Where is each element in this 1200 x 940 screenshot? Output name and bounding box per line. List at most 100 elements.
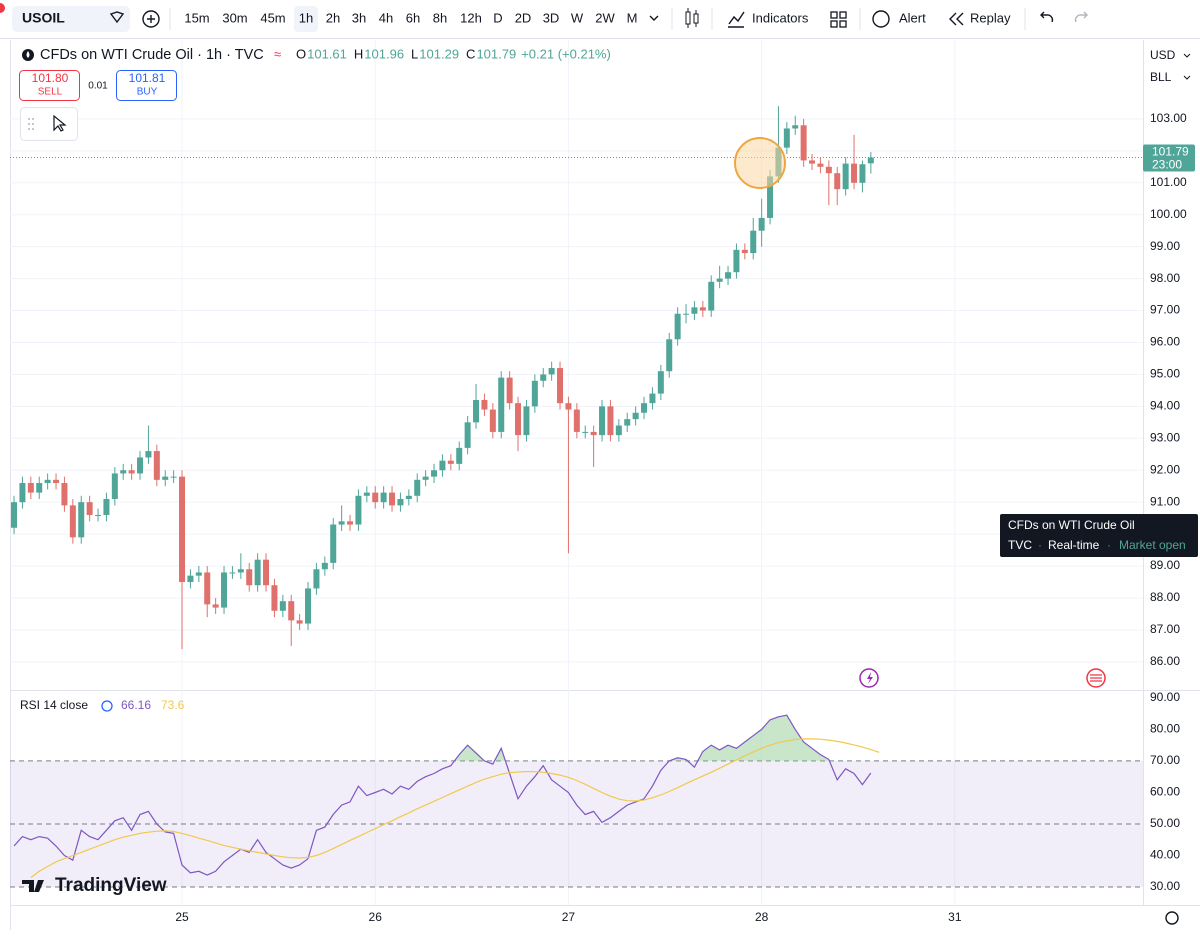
highlight-circle (734, 137, 786, 189)
candle-body (69, 505, 76, 538)
sell-price[interactable]: 101.80 (32, 71, 69, 85)
candle-body (792, 125, 799, 129)
interval[interactable]: 3D (543, 10, 560, 25)
sell-button[interactable] (19, 70, 80, 101)
interval[interactable]: 2h (326, 10, 340, 25)
x-tick-label: 28 (755, 910, 769, 924)
candle-body (674, 313, 681, 340)
ohlc-value: 101.79 (476, 46, 516, 61)
drawing-toolbar (20, 107, 78, 141)
interval[interactable]: 2W (595, 10, 615, 25)
interval[interactable]: 8h (433, 10, 447, 25)
rsi-tick-label: 30.00 (1150, 879, 1180, 893)
tooltip-title: CFDs on WTI Crude Oil (1008, 518, 1135, 532)
interval[interactable]: 1h (299, 10, 313, 25)
rsi-tick-label: 50.00 (1150, 816, 1180, 830)
interval[interactable]: W (571, 10, 584, 25)
candle-body (237, 569, 244, 573)
x-tick-label: 27 (562, 910, 576, 924)
candle-body (666, 339, 673, 372)
overbought-fill (454, 715, 830, 761)
candle-body (733, 249, 740, 273)
cursor-tool[interactable] (53, 114, 67, 132)
candle-body (254, 559, 261, 586)
tooltip-sep: · (1038, 538, 1042, 552)
rsi-ma-value: 73.6 (161, 698, 185, 712)
buy-price[interactable]: 101.81 (129, 71, 166, 85)
candle-body (389, 492, 396, 506)
symbol-box[interactable] (12, 6, 130, 32)
current-price-tag (1143, 144, 1195, 172)
candle-body (498, 377, 505, 432)
spread: 0.01 (88, 81, 108, 92)
x-tick-label: 25 (175, 910, 189, 924)
buy-label[interactable]: BUY (137, 87, 158, 98)
interval[interactable]: M (627, 10, 638, 25)
interval[interactable]: 3h (352, 10, 366, 25)
settings-button[interactable] (1165, 911, 1179, 925)
price-axis: 86.00 87.00 88.00 89.00 90.00 91.00 92.00 93.00… (1143, 111, 1195, 893)
chart-type-button[interactable] (685, 8, 699, 28)
candle-body (187, 575, 194, 583)
redo-button[interactable] (1074, 11, 1088, 23)
flag-stripes (1090, 674, 1102, 682)
alert-icon (872, 10, 890, 28)
replay-button[interactable]: Replay (970, 10, 1011, 25)
interval[interactable]: 30m (222, 10, 247, 25)
interval[interactable]: 45m (260, 10, 285, 25)
candle-body (279, 601, 286, 611)
candle-body (842, 163, 849, 190)
tooltip-source: TVC (1008, 538, 1032, 552)
candle-body (414, 479, 421, 496)
candle-body (44, 479, 51, 484)
candle-body (834, 173, 841, 190)
unit[interactable]: BLL (1150, 70, 1172, 84)
candle-body (372, 492, 379, 503)
candle-body (515, 403, 522, 436)
ohlc-legend: O 101.61 H 101.96 L 101.29 C 101.79 +0.21 (+0.21… (296, 46, 611, 61)
rsi-pane (10, 714, 1143, 888)
currency[interactable]: USD (1150, 48, 1176, 62)
interval[interactable]: 15m (184, 10, 209, 25)
candle-body (78, 502, 85, 538)
candle-body (170, 476, 177, 478)
candles (11, 106, 874, 650)
interval-dropdown[interactable] (649, 15, 659, 21)
candle-body (330, 524, 337, 563)
indicators-button[interactable]: Indicators (752, 10, 809, 25)
interval[interactable]: 6h (406, 10, 420, 25)
interval[interactable]: 4h (379, 10, 393, 25)
sell-label[interactable]: SELL (38, 87, 63, 98)
rsi-ma-line (30, 738, 880, 879)
candle-body (36, 483, 43, 493)
compare-button[interactable] (142, 10, 160, 28)
interval[interactable]: 12h (460, 10, 482, 25)
y-tick-label: 89.00 (1150, 558, 1180, 572)
active-interval-bg (294, 6, 318, 32)
interval[interactable]: D (493, 10, 502, 25)
candle-body (708, 281, 715, 311)
rsi-settings-icon[interactable] (101, 700, 113, 712)
drag-handle[interactable] (28, 118, 34, 130)
candle-body (103, 498, 110, 515)
candle-body (405, 495, 412, 499)
currency-dropdown[interactable] (1183, 53, 1191, 58)
unit-dropdown[interactable] (1183, 75, 1191, 80)
interval[interactable]: 2D (515, 10, 532, 25)
candle-body (179, 476, 186, 583)
undo-button[interactable] (1040, 11, 1054, 23)
candle-body (607, 406, 614, 436)
logo: TradingView (55, 875, 167, 896)
buy-button[interactable] (116, 70, 177, 101)
symbol[interactable]: USOIL (22, 10, 65, 26)
symbol-icon (109, 11, 125, 24)
candle-body (632, 412, 639, 420)
y-tick-label: 91.00 (1150, 494, 1180, 508)
tooltip-mode: Real-time (1048, 538, 1100, 552)
ohlc-key: C (466, 46, 475, 61)
candle-body (321, 562, 328, 570)
templates-button[interactable] (830, 11, 847, 28)
candle-body (481, 399, 488, 410)
alert-button[interactable]: Alert (899, 10, 926, 25)
